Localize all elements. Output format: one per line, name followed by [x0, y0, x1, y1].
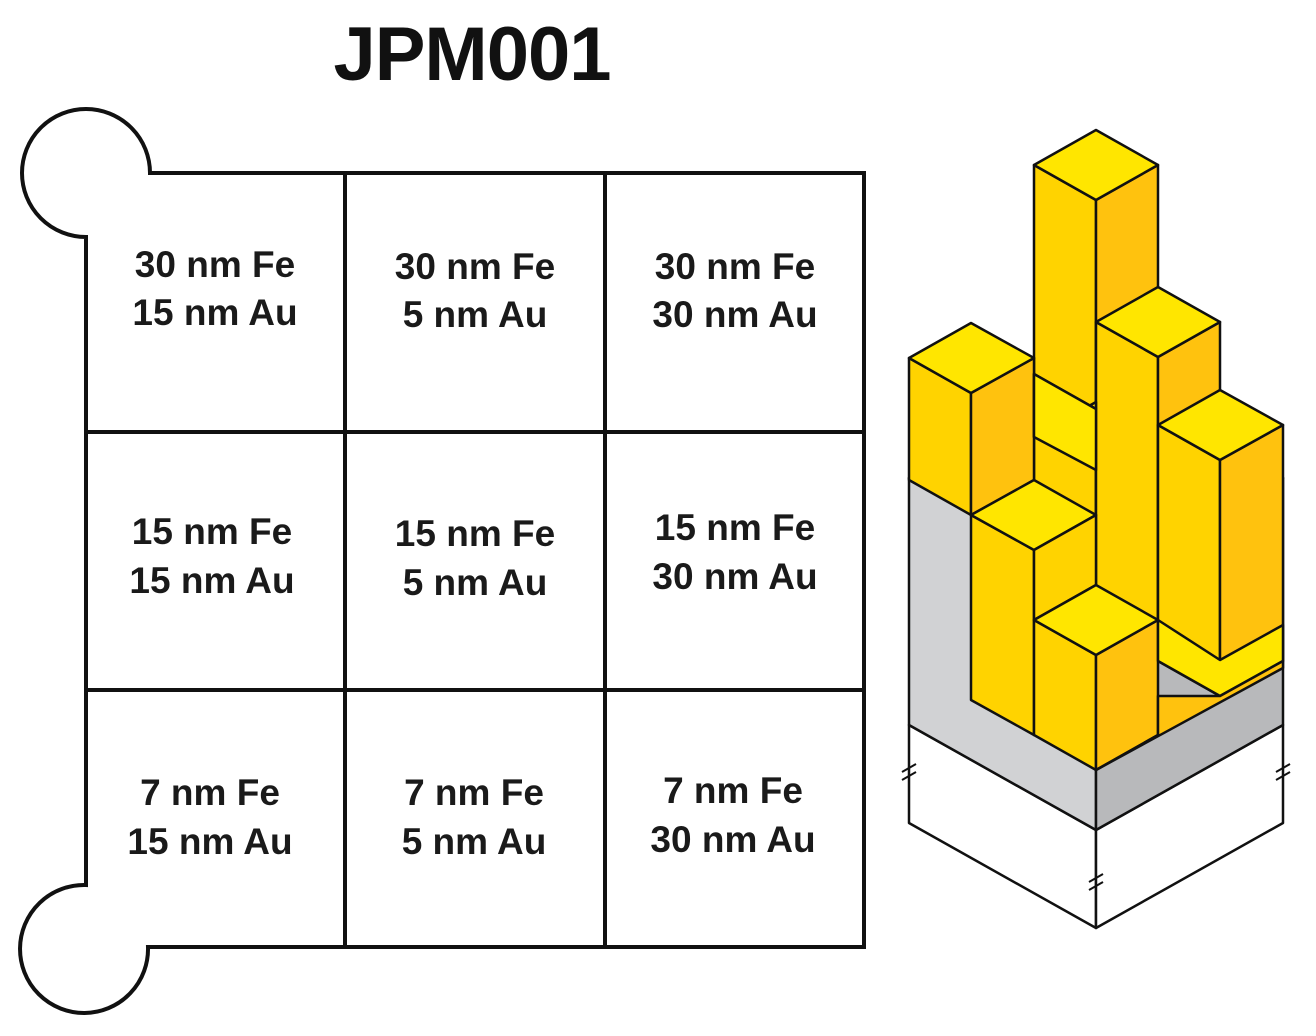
cell-au-label: 15 nm Au	[132, 292, 297, 333]
gold-base-right-face	[1094, 659, 1285, 772]
sample-grid	[18, 107, 866, 1015]
cell-au-label: 15 nm Au	[127, 821, 292, 862]
cell-au-label: 5 nm Au	[403, 562, 548, 603]
grid-cell: 30 nm Fe 15 nm Au	[132, 244, 297, 333]
gold-column-right-top	[1156, 388, 1285, 462]
cell-au-label: 5 nm Au	[403, 294, 548, 335]
cell-au-label: 30 nm Au	[650, 819, 815, 860]
cell-au-label: 30 nm Au	[652, 294, 817, 335]
grid-cell: 30 nm Fe 5 nm Au	[395, 246, 555, 335]
grid-cell: 7 nm Fe 5 nm Au	[402, 772, 547, 862]
cell-fe-label: 15 nm Fe	[132, 511, 292, 552]
grid-cell: 15 nm Fe 5 nm Au	[395, 513, 555, 603]
cell-fe-label: 30 nm Fe	[135, 244, 295, 285]
grid-cell: 7 nm Fe 15 nm Au	[127, 772, 292, 862]
cell-fe-label: 30 nm Fe	[655, 246, 815, 287]
gold-column-left-top	[907, 321, 1036, 395]
cell-fe-label: 30 nm Fe	[395, 246, 555, 287]
gold-column-tall-top	[1032, 128, 1160, 202]
diagram-title: JPM001	[333, 12, 610, 97]
grid-cell: 30 nm Fe 30 nm Au	[652, 246, 817, 335]
break-marks	[901, 763, 1291, 891]
gold-step-a-top	[1094, 285, 1222, 359]
grid-outline-with-pads	[18, 107, 866, 1015]
gold-step-b-top	[1032, 372, 1098, 472]
cell-au-label: 15 nm Au	[129, 560, 294, 601]
cell-fe-label: 7 nm Fe	[140, 772, 280, 813]
isometric-layer-illustration	[901, 128, 1291, 930]
grid-cell: 15 nm Fe 15 nm Au	[129, 511, 294, 601]
cell-fe-label: 15 nm Fe	[395, 513, 555, 554]
cell-fe-label: 15 nm Fe	[655, 507, 815, 548]
cell-au-label: 5 nm Au	[402, 821, 547, 862]
cell-au-label: 30 nm Au	[652, 556, 817, 597]
gold-front-block-left	[969, 513, 1036, 737]
cell-fe-label: 7 nm Fe	[404, 772, 544, 813]
grid-labels: 30 nm Fe 15 nm Au 30 nm Fe 5 nm Au 30 nm…	[127, 244, 817, 862]
cell-fe-label: 7 nm Fe	[663, 770, 803, 811]
grid-cell: 15 nm Fe 30 nm Au	[652, 507, 817, 597]
grid-cell: 7 nm Fe 30 nm Au	[650, 770, 815, 860]
